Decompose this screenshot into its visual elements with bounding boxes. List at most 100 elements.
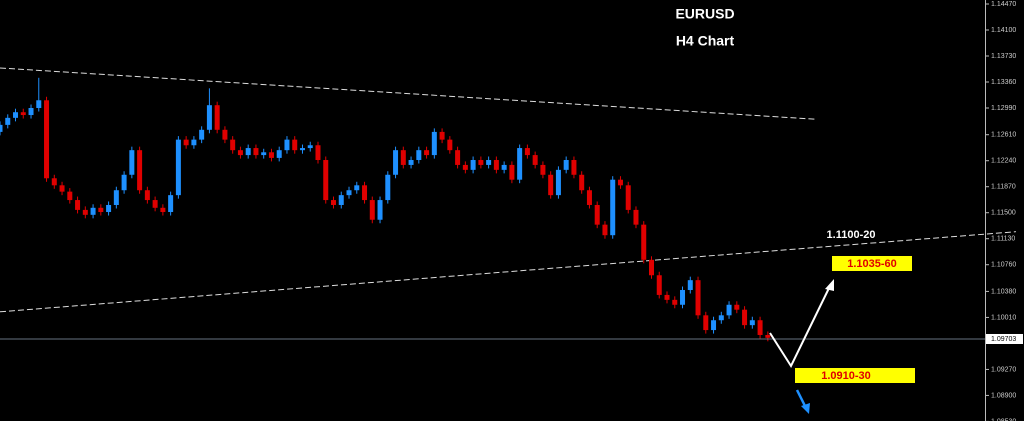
y-tick-label: 1.10760 [991, 262, 1016, 269]
candle-body [617, 179, 623, 186]
candle-body [439, 131, 445, 140]
candle-body [641, 224, 647, 260]
y-tick-label: 1.11870 [991, 184, 1016, 191]
candle-body [175, 139, 181, 196]
candle-body [20, 112, 26, 116]
candle-body [276, 150, 282, 158]
candle-body [478, 160, 484, 165]
y-tick-label: 1.12610 [991, 132, 1016, 139]
candle-body [284, 139, 290, 151]
candle-body [206, 105, 212, 130]
candle-body [455, 150, 461, 165]
trendline [0, 231, 1017, 313]
candle-body [509, 164, 515, 180]
candle-body [408, 160, 414, 165]
candle-body [183, 139, 189, 146]
annotation: 1.1100-20 [827, 229, 876, 241]
candle-body [261, 152, 267, 156]
candle-body [703, 315, 709, 331]
candle-body [648, 259, 654, 276]
candle-body [711, 320, 717, 331]
y-tick-label: 1.14470 [991, 1, 1016, 8]
candle-body [470, 160, 476, 170]
candle-body [610, 179, 616, 236]
y-tick-label: 1.14100 [991, 27, 1016, 34]
candle-body [734, 304, 740, 310]
y-tick-label: 1.08530 [991, 418, 1016, 421]
candle-body [672, 299, 678, 305]
candle-body [687, 280, 693, 291]
candle-body [664, 294, 670, 300]
candle-body [315, 145, 321, 161]
candle-body [338, 195, 344, 205]
candle-body [75, 200, 81, 210]
candle-body [486, 160, 492, 165]
candle-body [540, 164, 546, 175]
y-tick-label: 1.08900 [991, 392, 1016, 399]
arrow-head [801, 403, 810, 414]
candle-body [718, 315, 724, 321]
y-tick-label: 1.12240 [991, 158, 1016, 165]
candle-body [121, 174, 127, 191]
candle-body [385, 174, 391, 201]
chart-subtitle: H4 Chart [676, 33, 735, 49]
candle-body [129, 150, 135, 175]
candle-body [742, 309, 748, 326]
y-tick-label: 1.10010 [991, 314, 1016, 321]
candle-body [354, 185, 360, 191]
candle-body [424, 150, 430, 156]
candle-body [98, 207, 104, 213]
candle-body [59, 185, 65, 192]
y-tick-label: 1.11130 [991, 236, 1015, 243]
candle-body [51, 178, 57, 186]
candle-body [237, 150, 243, 156]
candle-body [625, 185, 631, 210]
candle-body [447, 139, 453, 151]
y-tick-label: 1.13730 [991, 53, 1016, 60]
forecast-arrow [769, 283, 832, 369]
candle-body [90, 207, 96, 215]
candle-body [656, 275, 662, 295]
candle-body [191, 139, 197, 146]
annotation-box [832, 256, 912, 271]
candle-body [222, 129, 228, 140]
candle-body [106, 204, 112, 213]
current-price-box [986, 333, 1023, 344]
annotation-box [795, 368, 915, 383]
candle-body [524, 148, 530, 156]
annotation: 1.1035-60 [847, 258, 897, 270]
candle-body [680, 290, 686, 305]
candle-body [230, 139, 236, 151]
candle-body [633, 209, 639, 225]
candle-body [113, 190, 119, 205]
candle-body [563, 160, 569, 170]
current-price-label: 1.09703 [991, 336, 1016, 343]
candle-body [214, 105, 220, 130]
y-tick-label: 1.10380 [991, 288, 1016, 295]
candle-body [400, 150, 406, 165]
candle-body [462, 164, 468, 170]
candle-body [299, 148, 305, 151]
candle-body [369, 200, 375, 220]
candle-body [67, 191, 73, 201]
candle-body [749, 320, 755, 326]
candle-body [292, 139, 298, 151]
candle-body [160, 207, 166, 213]
candle-body [82, 209, 88, 215]
trendline [0, 67, 816, 120]
candle-body [199, 129, 205, 140]
chart-title: EURUSD [675, 6, 734, 22]
candle-body [602, 224, 608, 236]
candle-body [594, 204, 600, 225]
candle-body [757, 320, 763, 335]
candle-body [168, 195, 174, 213]
y-tick-label: 1.13360 [991, 79, 1016, 86]
candle-body [517, 148, 523, 180]
candle-body [431, 131, 437, 156]
candle-body [268, 152, 274, 158]
candle-body [0, 124, 3, 132]
candle-body [532, 155, 538, 165]
y-tick-label: 1.09270 [991, 366, 1016, 373]
